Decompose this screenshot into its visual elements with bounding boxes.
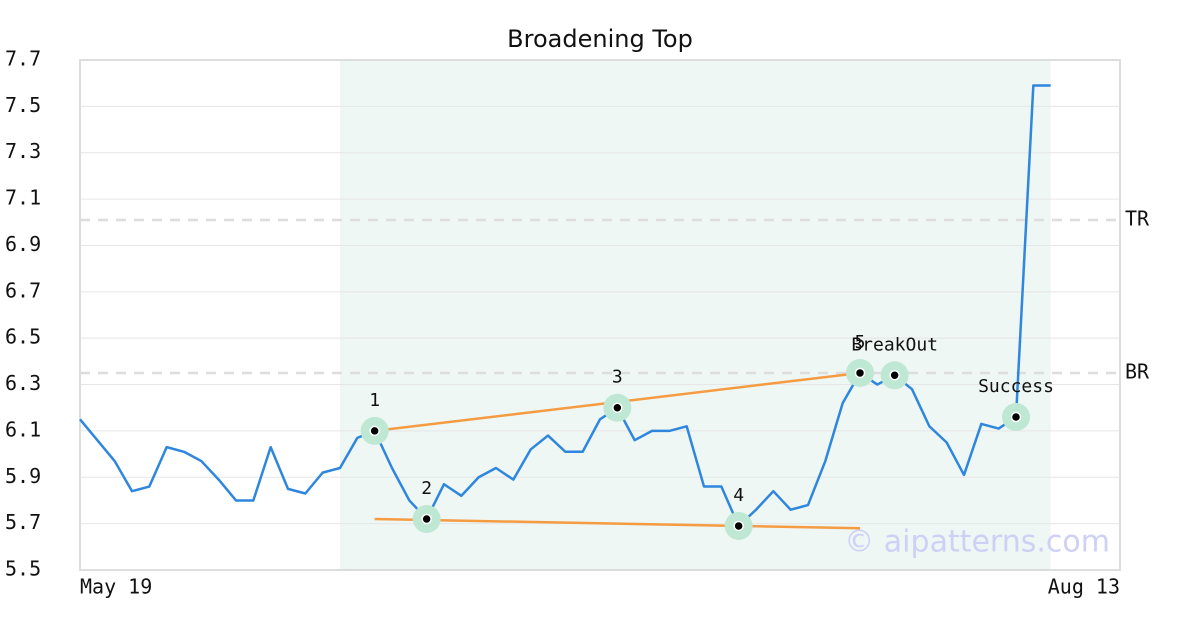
y-tick-label: 7.3 <box>5 139 41 163</box>
plot-border <box>79 59 1121 571</box>
trendline <box>374 517 861 530</box>
y-tick-label: 6.3 <box>5 371 41 395</box>
point-dot <box>733 520 744 532</box>
level-label: BR <box>1125 359 1150 383</box>
y-tick-label: 7.5 <box>5 93 41 117</box>
point-label: 2 <box>421 478 432 499</box>
point-dot <box>854 367 866 379</box>
point-label: 1 <box>369 390 380 411</box>
y-tick-label: 5.9 <box>5 464 41 488</box>
x-tick-label: May 19 <box>80 575 152 599</box>
level-label: TR <box>1125 206 1150 230</box>
point-label: BreakOut <box>851 334 938 355</box>
y-tick-label: 5.7 <box>5 510 41 534</box>
y-tick-label: 7.1 <box>5 186 41 210</box>
x-tick-label: Aug 13 <box>1048 575 1120 599</box>
point-dot <box>889 370 900 381</box>
point-label: 3 <box>612 367 623 388</box>
y-tick-label: 6.5 <box>5 325 41 349</box>
y-tick-label: 6.7 <box>5 278 41 302</box>
pattern-region <box>340 60 1051 570</box>
point-label: Success <box>978 376 1054 397</box>
y-tick-label: 7.7 <box>5 47 41 71</box>
point-label: 5 <box>855 332 866 353</box>
chart-title: Broadening Top <box>507 25 693 53</box>
y-tick-label: 5.5 <box>5 557 41 581</box>
point-dot <box>612 402 623 413</box>
point-label: 4 <box>733 485 744 506</box>
watermark: © aipatterns.com <box>844 525 1110 560</box>
point-dot <box>1010 411 1022 423</box>
y-tick-label: 6.9 <box>5 232 41 256</box>
point-dot <box>369 425 380 437</box>
y-tick-label: 6.1 <box>5 417 41 441</box>
point-dot <box>421 513 432 525</box>
